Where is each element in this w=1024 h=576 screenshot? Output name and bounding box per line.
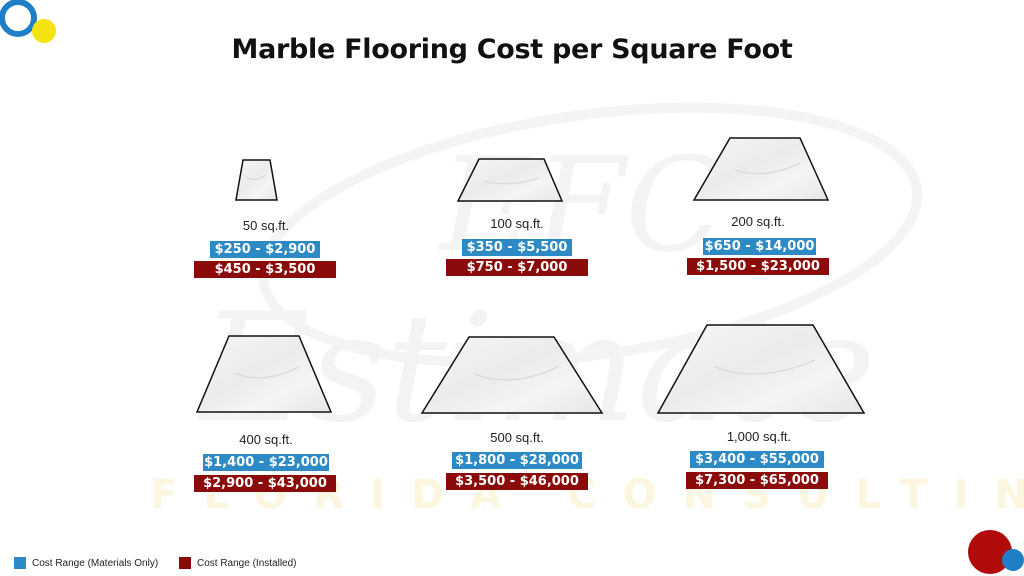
marble-tile-500 <box>420 336 604 414</box>
legend-materials-label: Cost Range (Materials Only) <box>32 557 159 569</box>
installed-cost-badge: $450 - $3,500 <box>194 261 336 278</box>
materials-cost-badge: $650 - $14,000 <box>703 238 816 255</box>
marble-tile-1000 <box>656 324 866 414</box>
area-label: 50 sq.ft. <box>242 218 290 233</box>
legend-installed-swatch <box>179 557 191 569</box>
materials-cost-badge: $1,400 - $23,000 <box>203 454 329 471</box>
area-label: 1,000 sq.ft. <box>726 429 792 444</box>
legend-installed-label: Cost Range (Installed) <box>197 557 297 569</box>
materials-cost-badge: $1,800 - $28,000 <box>452 452 582 469</box>
page-title: Marble Flooring Cost per Square Foot <box>231 34 793 65</box>
brand-logo-top-left <box>0 0 56 43</box>
marble-tile-50 <box>235 159 278 201</box>
installed-cost-badge: $2,900 - $43,000 <box>194 475 336 492</box>
installed-cost-badge: $3,500 - $46,000 <box>446 473 588 490</box>
marble-tile-100 <box>456 158 564 202</box>
area-label: 200 sq.ft. <box>731 214 785 229</box>
installed-cost-badge: $7,300 - $65,000 <box>686 472 828 489</box>
marble-tile-200 <box>692 137 830 201</box>
area-label: 400 sq.ft. <box>239 432 293 447</box>
marble-tile-400 <box>195 335 333 413</box>
installed-cost-badge: $750 - $7,000 <box>446 259 588 276</box>
materials-cost-badge: $3,400 - $55,000 <box>690 451 824 468</box>
brand-logo-bottom-right <box>968 530 1024 574</box>
materials-cost-badge: $250 - $2,900 <box>210 241 320 258</box>
legend-installed: Cost Range (Installed) <box>179 556 297 570</box>
legend-materials-swatch <box>14 557 26 569</box>
legend-materials: Cost Range (Materials Only) <box>14 556 158 570</box>
area-label: 500 sq.ft. <box>490 430 544 445</box>
materials-cost-badge: $350 - $5,500 <box>462 239 572 256</box>
installed-cost-badge: $1,500 - $23,000 <box>687 258 829 275</box>
area-label: 100 sq.ft. <box>490 216 544 231</box>
